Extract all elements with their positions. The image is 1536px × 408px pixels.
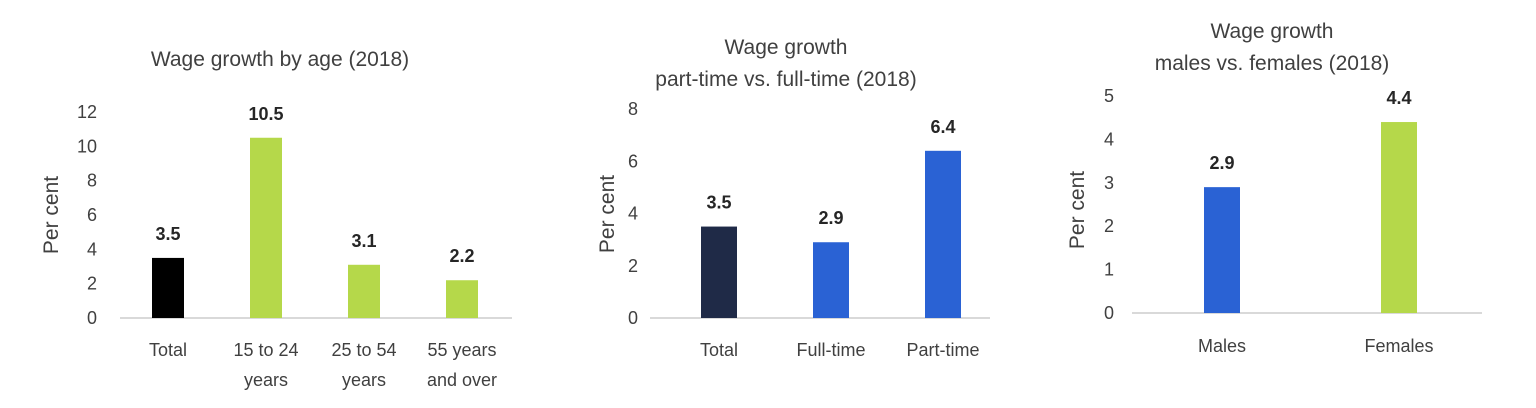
- y-tick-label: 3: [1104, 173, 1114, 193]
- y-tick-label: 2: [628, 256, 638, 276]
- chart-1: Wage growth by age (2018) Per cent 0 2 4 6 8 10…: [40, 48, 512, 390]
- x-category-label-line: 25 to 54: [331, 340, 396, 360]
- bar: [348, 264, 380, 318]
- chart-3: Wage growth males vs. females (2018) Per c…: [1066, 20, 1482, 356]
- data-label: 2.9: [818, 208, 843, 228]
- y-tick-label: 0: [1104, 303, 1114, 323]
- x-category-label-line: Females: [1364, 336, 1433, 356]
- data-label: 3.5: [706, 193, 731, 213]
- x-category-label: Total: [700, 340, 738, 360]
- x-category-label-line: Males: [1198, 336, 1246, 356]
- y-tick-label: 0: [628, 308, 638, 328]
- x-category-label-line: and over: [427, 370, 497, 390]
- chart-title: Wage growth males vs. females (2018): [1155, 20, 1390, 75]
- chart-title-line: Wage growth: [725, 36, 848, 59]
- chart-title-line: males vs. females (2018): [1155, 52, 1390, 75]
- y-tick-label: 4: [1104, 129, 1114, 149]
- y-tick-label: 4: [87, 239, 97, 259]
- bar: [1381, 122, 1417, 313]
- chart-title-line: part-time vs. full-time (2018): [655, 68, 916, 91]
- x-category-label-line: Part-time: [906, 340, 979, 360]
- x-category-label: 15 to 24 years: [233, 340, 298, 390]
- data-label: 2.9: [1209, 153, 1234, 173]
- chart-title: Wage growth by age (2018): [151, 48, 409, 71]
- bar: [813, 242, 849, 318]
- data-label: 3.5: [155, 224, 180, 244]
- y-tick-label: 0: [87, 308, 97, 328]
- y-tick-label: 10: [77, 136, 97, 156]
- y-tick-label: 4: [628, 204, 638, 224]
- y-tick-label: 2: [1104, 216, 1114, 236]
- x-category-label-line: years: [342, 370, 386, 390]
- bar: [446, 280, 478, 318]
- y-tick-label: 1: [1104, 260, 1114, 280]
- y-axis-label: Per cent: [1066, 171, 1089, 249]
- bar: [701, 226, 737, 318]
- y-tick-label: 8: [628, 99, 638, 119]
- x-category-label: Full-time: [796, 340, 865, 360]
- bar: [250, 137, 282, 318]
- data-label: 10.5: [248, 104, 283, 124]
- chart-title-line: Wage growth by age (2018): [151, 48, 409, 71]
- chart-2: Wage growth part-time vs. full-time (2018…: [596, 36, 990, 360]
- x-category-label-line: 15 to 24: [233, 340, 298, 360]
- x-category-label-line: years: [244, 370, 288, 390]
- y-tick-label: 5: [1104, 86, 1114, 106]
- x-category-label-line: 55 years: [427, 340, 496, 360]
- data-label: 6.4: [930, 117, 955, 137]
- bar: [152, 257, 184, 318]
- chart-title-line: Wage growth: [1211, 20, 1334, 43]
- x-category-label: Total: [149, 340, 187, 360]
- y-tick-label: 8: [87, 171, 97, 191]
- data-label: 3.1: [351, 231, 376, 251]
- bar: [925, 150, 961, 318]
- data-label: 2.2: [449, 246, 474, 266]
- x-category-label: 25 to 54 years: [331, 340, 396, 390]
- x-category-label: Males: [1198, 336, 1246, 356]
- chart-title: Wage growth part-time vs. full-time (2018…: [655, 36, 916, 91]
- data-label: 4.4: [1386, 88, 1411, 108]
- x-category-label: Females: [1364, 336, 1433, 356]
- y-tick-label: 2: [87, 274, 97, 294]
- x-category-label-line: Total: [700, 340, 738, 360]
- bar: [1204, 187, 1240, 313]
- x-category-label: 55 years and over: [427, 340, 497, 390]
- y-tick-label: 6: [87, 205, 97, 225]
- y-axis-label: Per cent: [40, 176, 63, 254]
- x-category-label-line: Total: [149, 340, 187, 360]
- y-tick-label: 6: [628, 151, 638, 171]
- y-axis-label: Per cent: [596, 175, 619, 253]
- x-category-label: Part-time: [906, 340, 979, 360]
- y-tick-label: 12: [77, 102, 97, 122]
- x-category-label-line: Full-time: [796, 340, 865, 360]
